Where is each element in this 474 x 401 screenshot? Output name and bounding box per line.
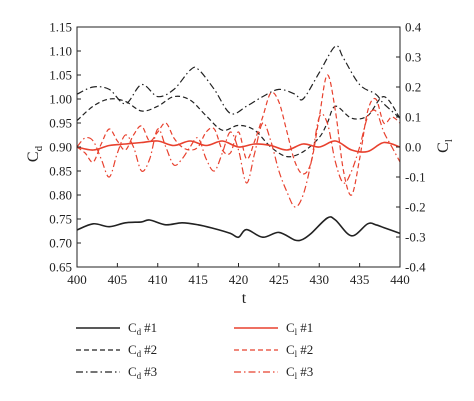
x-tick-label: 440 [390, 272, 410, 287]
x-tick-label: 410 [148, 272, 168, 287]
series-line-Cl-6 [76, 109, 401, 208]
left-tick-label: 0.90 [49, 140, 72, 155]
right-tick-label: 0.1 [405, 110, 421, 125]
left-tick-label: 0.65 [49, 260, 72, 275]
left-tick-label: 0.75 [49, 212, 72, 227]
x-tick-label: 405 [108, 272, 128, 287]
series-line-Cl-5 [76, 74, 401, 196]
right-tick-label: 0.4 [405, 20, 422, 35]
series-line-Cd-2 [76, 95, 401, 158]
right-tick-label: -0.2 [405, 200, 426, 215]
series-line-Cl-4 [76, 140, 401, 153]
legend-label-number: #1 [144, 320, 157, 335]
legend-label-main: C [286, 342, 295, 357]
right-tick-label: -0.3 [405, 230, 426, 245]
legend: Cd #1Cd #2Cd #3Cl #1Cl #2Cl #3 [76, 320, 313, 381]
legend-label-main: C [286, 364, 295, 379]
x-tick-label: 420 [229, 272, 249, 287]
left-tick-label: 0.80 [49, 188, 72, 203]
legend-entry-label: Cd #3 [128, 364, 157, 381]
left-y-axis-label-sub: d [33, 145, 45, 151]
x-axis-label: t [242, 290, 247, 307]
right-tick-label: 0.0 [405, 140, 421, 155]
legend-label-main: C [128, 342, 137, 357]
legend-label-number: #1 [300, 320, 313, 335]
legend-label-sub: d [137, 371, 142, 381]
legend-label-sub: l [295, 327, 298, 337]
x-tick-label: 415 [188, 272, 208, 287]
legend-entry-label: Cl #2 [286, 342, 313, 359]
left-y-axis: 0.65 0.70 0.75 0.80 0.85 0.90 0.95 1.00 1.05 1.10… [49, 20, 81, 275]
x-tick-label: 425 [269, 272, 289, 287]
right-y-axis-label-main: C [435, 142, 452, 153]
legend-entry-label: Cl #3 [286, 364, 313, 381]
left-tick-label: 0.95 [49, 116, 72, 131]
left-tick-label: 1.05 [49, 68, 72, 83]
left-y-axis-label: Cd [25, 145, 45, 162]
left-y-axis-label-main: C [25, 151, 42, 162]
legend-entry-label: Cd #2 [128, 342, 157, 359]
legend-entry-label: Cl #1 [286, 320, 313, 337]
right-tick-label: 0.2 [405, 80, 421, 95]
legend-label-sub: l [295, 349, 298, 359]
right-tick-label: 0.3 [405, 50, 421, 65]
legend-label-main: C [128, 320, 137, 335]
x-axis: 400 405 410 415 420 425 430 435 440 [67, 263, 410, 287]
right-y-axis-label-sub: l [443, 139, 455, 142]
right-tick-label: -0.1 [405, 170, 426, 185]
legend-label-number: #3 [300, 364, 313, 379]
legend-label-number: #3 [144, 364, 157, 379]
x-tick-label: 435 [350, 272, 370, 287]
series-line-Cd-3 [76, 45, 401, 119]
left-tick-label: 1.00 [49, 92, 72, 107]
right-y-axis-label: Cl [435, 139, 455, 153]
right-tick-label: -0.4 [405, 260, 426, 275]
legend-label-sub: l [295, 371, 298, 381]
legend-label-number: #2 [300, 342, 313, 357]
legend-label-sub: d [137, 349, 142, 359]
x-tick-label: 430 [310, 272, 330, 287]
left-tick-label: 1.10 [49, 44, 72, 59]
legend-label-main: C [286, 320, 295, 335]
legend-entry-label: Cd #1 [128, 320, 157, 337]
legend-label-sub: d [137, 327, 142, 337]
legend-label-main: C [128, 364, 137, 379]
series-line-Cd-1 [76, 216, 401, 242]
x-tick-label: 400 [67, 272, 87, 287]
left-tick-label: 0.70 [49, 236, 72, 251]
plot-lines [76, 45, 401, 242]
right-y-axis: 0.4 0.3 0.2 0.1 0.0 -0.1 -0.2 -0.3 -0.4 [396, 20, 426, 275]
left-tick-label: 0.85 [49, 164, 72, 179]
legend-label-number: #2 [144, 342, 157, 357]
left-tick-label: 1.15 [49, 20, 72, 35]
